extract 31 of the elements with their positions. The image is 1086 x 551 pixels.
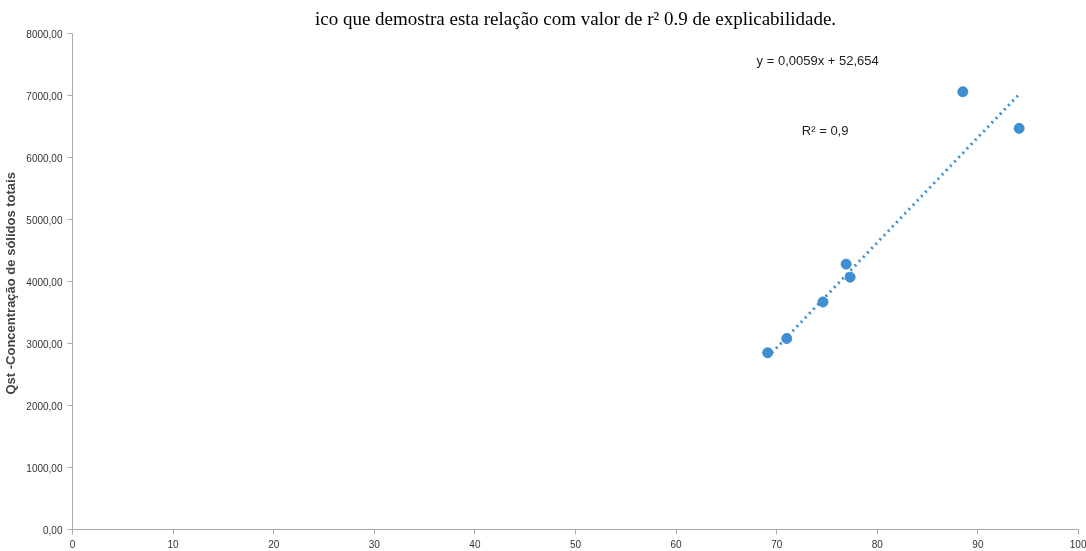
y-tick-label: 1000,00 (26, 462, 63, 474)
point (1013, 122, 1025, 134)
y-tick-label: 0,00 (43, 524, 63, 536)
point (781, 333, 793, 345)
chart-title: ico que demostra esta relação com valor de r² 0.9 de explicabilidade. (314, 7, 837, 29)
y-tick-label: 4000,00 (26, 276, 63, 288)
y-tick-label: 5000,00 (26, 214, 63, 226)
x-tick-label: 90 (972, 538, 984, 550)
y-axis-title: Qst -Concentração de sólidos totais (3, 172, 19, 395)
point (957, 86, 969, 98)
x-tick-label: 10 (167, 538, 180, 550)
y-tick-label: 2000,00 (26, 400, 63, 412)
x-tick-label: 80 (871, 538, 884, 550)
y-tick-label: 7000,00 (26, 90, 63, 102)
annotation: R² = 0,9 (801, 122, 849, 138)
annotation: y = 0,0059x + 52,654 (756, 53, 879, 69)
x-tick-label: 30 (368, 538, 381, 550)
point (844, 271, 856, 283)
point (762, 347, 774, 359)
y-tick-label: 6000,00 (26, 152, 63, 164)
x-tick-label: 20 (268, 538, 280, 550)
y-tick-label: 3000,00 (26, 338, 63, 350)
point (817, 296, 829, 308)
y-tick-label: 8000,00 (26, 28, 63, 40)
x-tick-label: 50 (569, 538, 582, 550)
x-tick-label: 100 (1069, 538, 1086, 550)
x-tick-label: 60 (670, 538, 683, 550)
x-tick-label: 0 (69, 538, 76, 550)
x-tick-label: 40 (469, 538, 481, 550)
point (840, 258, 852, 270)
x-tick-label: 70 (771, 538, 783, 550)
